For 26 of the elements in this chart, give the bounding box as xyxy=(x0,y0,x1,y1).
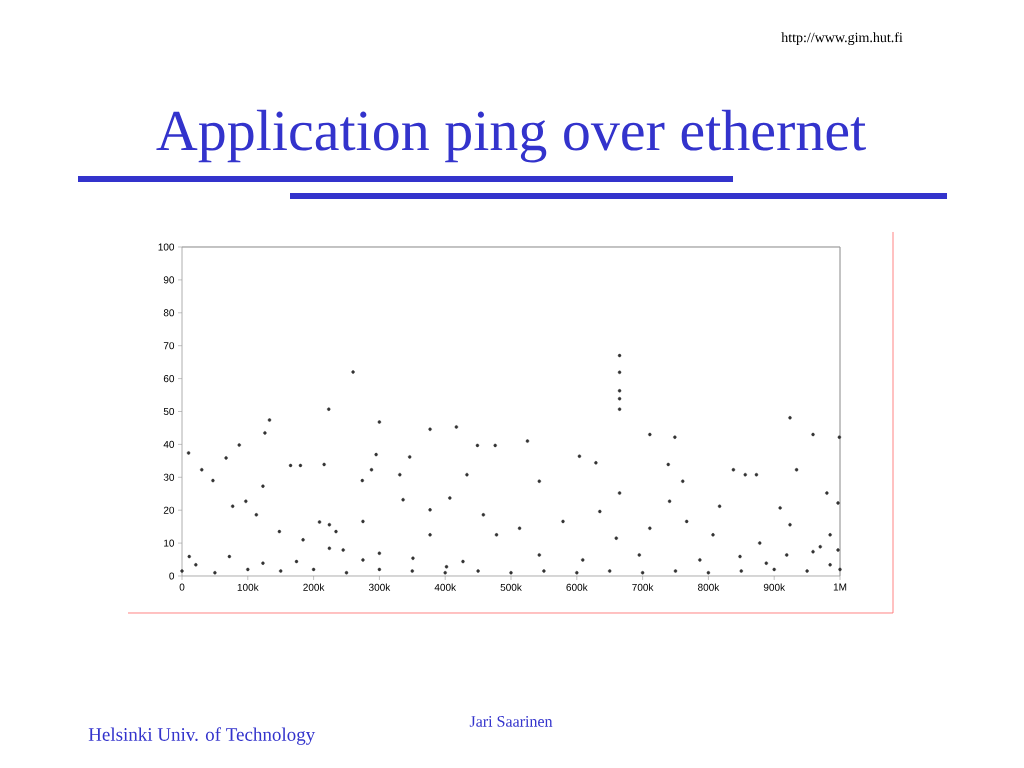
y-tick-label: 20 xyxy=(163,506,175,514)
y-tick-label: 90 xyxy=(163,276,175,284)
x-tick-label: 700k xyxy=(632,583,654,591)
x-tick-label: 400k xyxy=(434,583,457,591)
x-tick-label: 600k xyxy=(566,583,588,591)
chart-title: Application ping over ethernet xyxy=(156,109,866,163)
x-tick-label: 500k xyxy=(500,583,522,591)
text: Helsinki Univ. of Technology xyxy=(88,727,316,745)
x-tick-label: 900k xyxy=(763,583,786,591)
y-tick-label: 100 xyxy=(158,243,175,251)
x-tick-label: 800k xyxy=(698,583,720,591)
y-tick-label: 30 xyxy=(163,473,175,481)
x-tick-label: 0 xyxy=(179,583,185,591)
y-tick-label: 70 xyxy=(163,342,175,350)
x-tick-label: 100k xyxy=(237,583,259,591)
y-tick-label: 60 xyxy=(163,375,175,383)
text: http://www.gim.hut.fi xyxy=(781,32,903,46)
x-tick-label: 1M xyxy=(833,583,847,591)
text: Jari Saarinen xyxy=(469,716,553,727)
y-tick-label: 50 xyxy=(163,407,175,416)
x-tick-label: 300k xyxy=(368,583,391,591)
y-tick-label: 40 xyxy=(163,440,175,448)
y-tick-label: 10 xyxy=(164,539,175,547)
y-tick-label: 80 xyxy=(163,309,175,317)
x-tick-label: 200k xyxy=(303,583,325,591)
y-tick-label: 0 xyxy=(169,572,175,580)
